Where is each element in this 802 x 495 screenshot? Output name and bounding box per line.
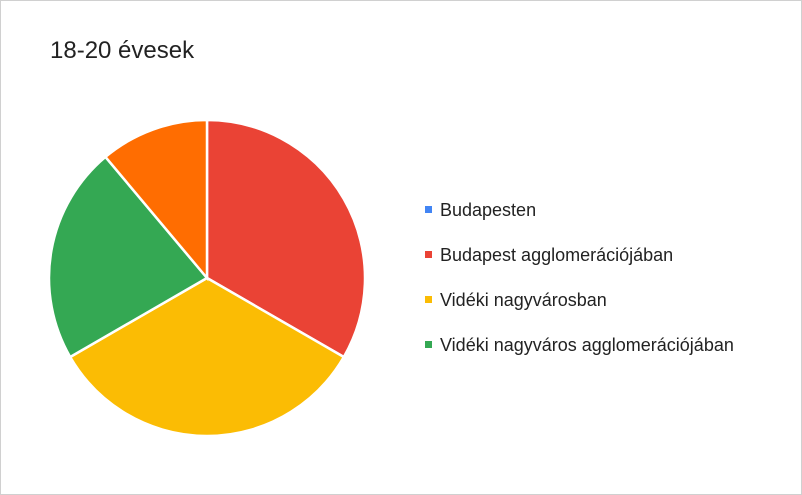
legend-swatch <box>425 296 432 303</box>
legend-label: Budapest agglomerációjában <box>440 245 673 265</box>
legend-label: Vidéki nagyváros agglomerációjában <box>440 335 734 355</box>
legend-swatch <box>425 206 432 213</box>
pie-slice <box>103 118 209 282</box>
legend-label: Budapesten <box>440 200 536 220</box>
chart-title: 18-20 évesek <box>50 37 195 64</box>
legend-label: Vidéki nagyvárosban <box>440 290 607 310</box>
legend-swatch <box>425 341 432 348</box>
pie-slice <box>47 155 209 359</box>
pie-slice <box>205 118 367 359</box>
legend-swatch <box>425 251 432 258</box>
